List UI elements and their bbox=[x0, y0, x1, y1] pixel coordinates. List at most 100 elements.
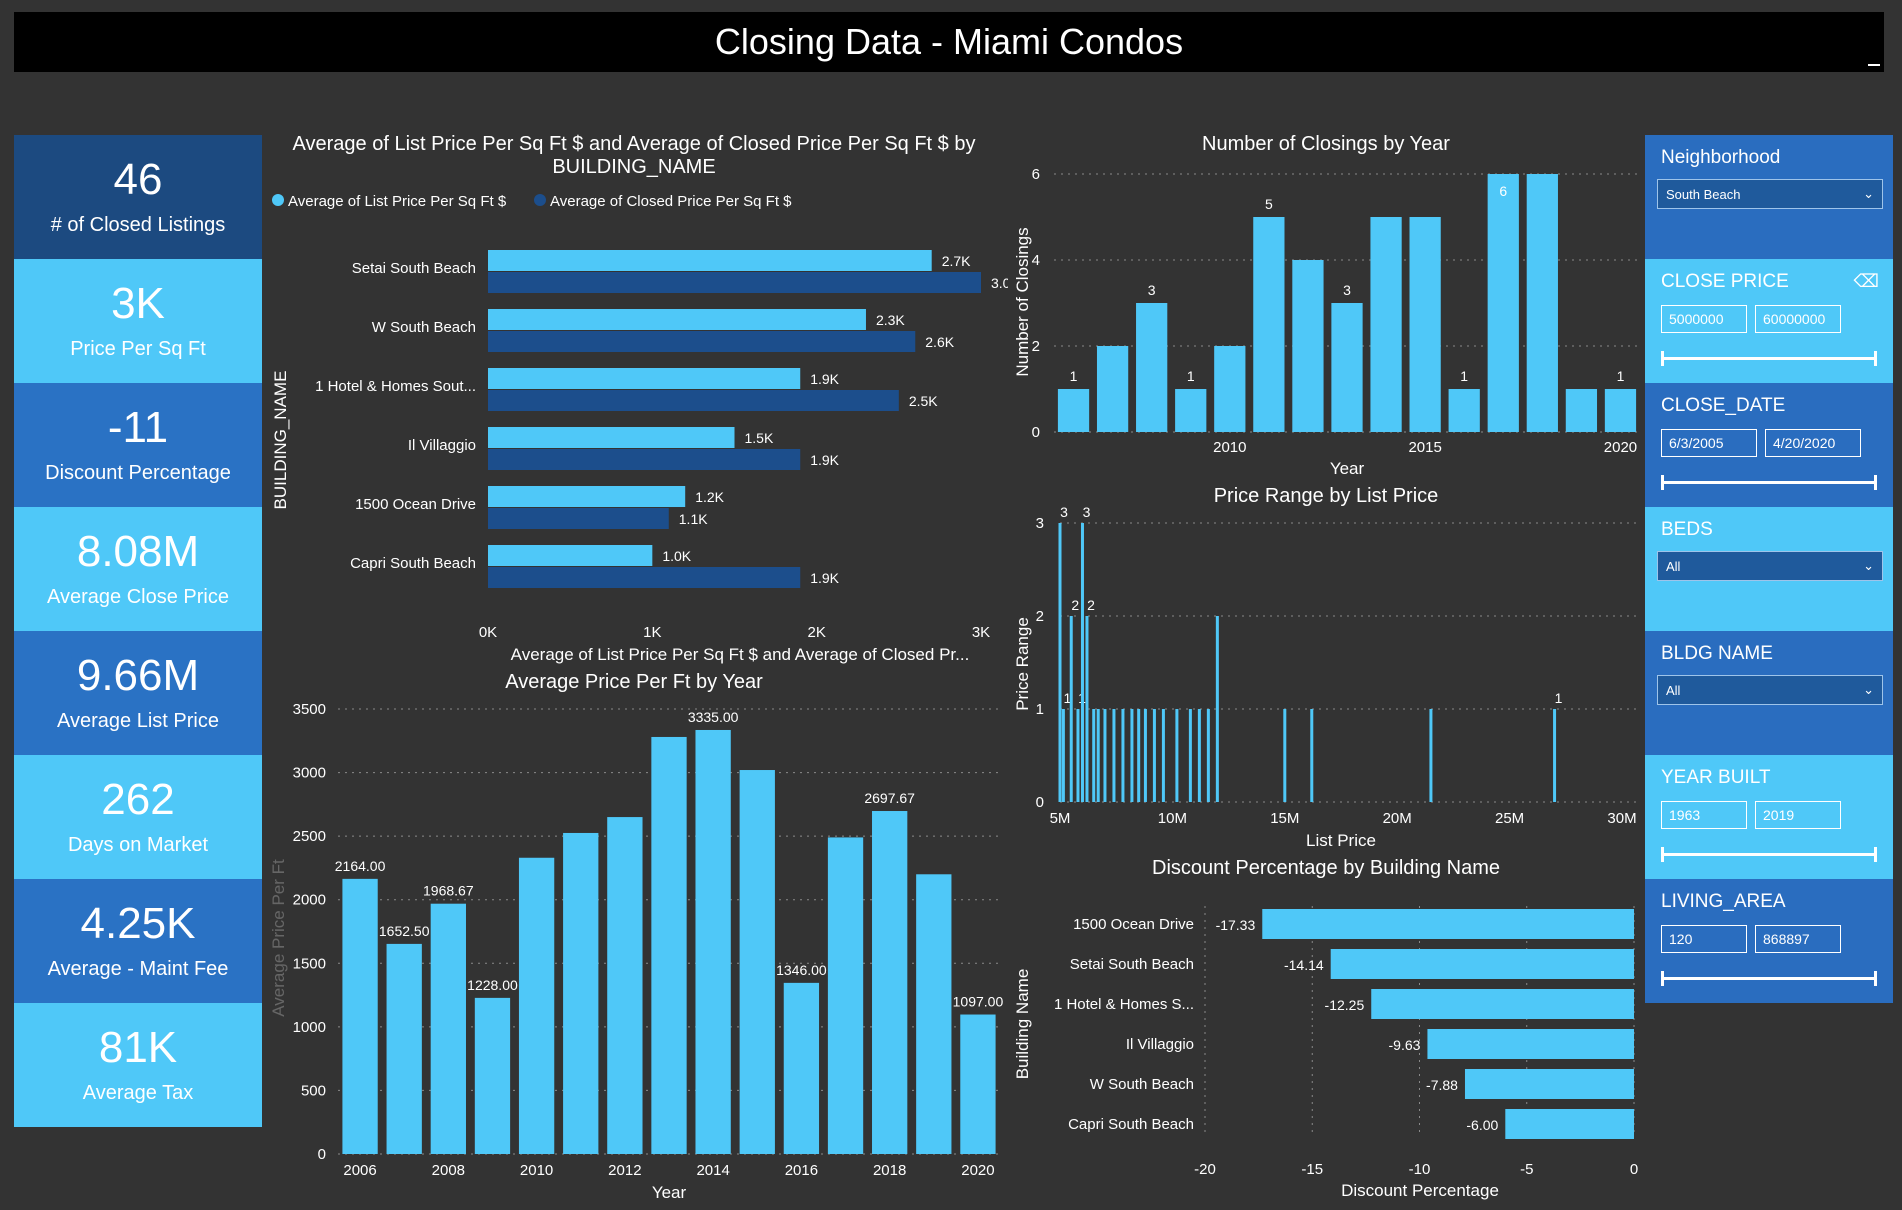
y-tick-label: 1500 bbox=[293, 955, 326, 972]
slider-handle-min[interactable] bbox=[1661, 847, 1664, 862]
neighborhood-dropdown[interactable]: South Beach ⌄ bbox=[1657, 179, 1883, 209]
category-label: Il Villaggio bbox=[1126, 1036, 1194, 1053]
price-per-ft-chart: Average Price Per Ft by Year 0 500 1000 1500… bbox=[268, 668, 1008, 1210]
kpi-value: 8.08M bbox=[76, 526, 200, 576]
bar bbox=[1096, 346, 1129, 432]
bar bbox=[739, 770, 775, 1154]
data-label: 1228.00 bbox=[467, 977, 518, 993]
bar bbox=[1103, 709, 1107, 802]
x-tick-label: 3K bbox=[972, 624, 990, 641]
category-label: Il Villaggio bbox=[408, 437, 476, 454]
close-price-max-input[interactable]: 60000000 bbox=[1755, 305, 1841, 333]
kpi-value: 262 bbox=[101, 774, 175, 824]
data-label: 2.3K bbox=[876, 312, 905, 328]
kpi-card: 262 Days on Market bbox=[14, 755, 262, 879]
bar bbox=[1152, 709, 1156, 802]
closings-chart: Number of Closings by Year 0 2 4 6 1 3 1 5 3 1 6 1 20… bbox=[1010, 130, 1642, 482]
dropdown-value: All bbox=[1666, 682, 1681, 698]
data-label: -17.33 bbox=[1216, 917, 1256, 933]
bar bbox=[1175, 709, 1179, 802]
close-price-slider[interactable] bbox=[1661, 351, 1877, 366]
x-tick-label: 20M bbox=[1383, 810, 1412, 827]
bar bbox=[1464, 1069, 1634, 1099]
close-date-start-input[interactable]: 6/3/2005 bbox=[1661, 429, 1757, 457]
close-price-min-input[interactable]: 5000000 bbox=[1661, 305, 1747, 333]
bldg-name-dropdown[interactable]: All ⌄ bbox=[1657, 675, 1883, 705]
beds-dropdown[interactable]: All ⌄ bbox=[1657, 551, 1883, 581]
data-label: 3.0K bbox=[991, 275, 1008, 291]
close-date-end-input[interactable]: 4/20/2020 bbox=[1765, 429, 1861, 457]
bar bbox=[1085, 616, 1089, 802]
slider-handle-max[interactable] bbox=[1874, 351, 1877, 366]
data-label: 2.6K bbox=[925, 334, 954, 350]
living-area-max-input[interactable]: 868897 bbox=[1755, 925, 1841, 953]
x-tick-label: 2018 bbox=[873, 1162, 906, 1179]
kpi-card: 8.08M Average Close Price bbox=[14, 507, 262, 631]
bar bbox=[1214, 346, 1246, 432]
bar bbox=[1370, 217, 1402, 432]
kpi-label: Average - Maint Fee bbox=[47, 957, 229, 980]
price-range-chart: Price Range by List Price012331213215M10… bbox=[1010, 482, 1642, 854]
data-label: 1 bbox=[1460, 368, 1468, 384]
bar bbox=[1069, 616, 1073, 802]
bar bbox=[1057, 389, 1090, 432]
x-tick-label: 25M bbox=[1495, 810, 1524, 827]
title-bar: Closing Data - Miami Condos bbox=[14, 12, 1884, 72]
bar bbox=[1283, 709, 1287, 802]
bar bbox=[651, 736, 687, 1154]
bar bbox=[1448, 389, 1480, 432]
category-label: W South Beach bbox=[1090, 1076, 1194, 1093]
slider-handle-max[interactable] bbox=[1874, 475, 1877, 490]
slider-handle-max[interactable] bbox=[1874, 971, 1877, 986]
y-tick-label: 1000 bbox=[293, 1019, 326, 1036]
bar bbox=[1061, 709, 1065, 802]
slicer-close-date: CLOSE_DATE 6/3/2005 4/20/2020 bbox=[1645, 383, 1893, 507]
bar bbox=[1604, 389, 1637, 432]
y-tick-label: 1 bbox=[1036, 701, 1044, 718]
category-label: 1 Hotel & Homes Sout... bbox=[315, 378, 476, 395]
data-label: 1.9K bbox=[810, 570, 839, 586]
x-tick-label: 0 bbox=[1630, 1161, 1638, 1178]
chart-title: BUILDING_NAME bbox=[552, 156, 715, 178]
data-label: 1 bbox=[1063, 690, 1071, 706]
data-label: 1 bbox=[1187, 368, 1195, 384]
y-axis-title: BUILDING_NAME bbox=[271, 371, 290, 510]
year-built-min-input[interactable]: 1963 bbox=[1661, 801, 1747, 829]
data-label: 2 bbox=[1071, 597, 1079, 613]
slider-handle-min[interactable] bbox=[1661, 351, 1664, 366]
slider-handle-min[interactable] bbox=[1661, 475, 1664, 490]
slicer-title: BEDS bbox=[1661, 519, 1713, 540]
y-tick-label: 0 bbox=[1032, 424, 1040, 441]
data-label: -14.14 bbox=[1284, 957, 1324, 973]
bar bbox=[695, 729, 731, 1154]
bar bbox=[1505, 1109, 1634, 1139]
data-label: 3 bbox=[1060, 504, 1068, 520]
bar bbox=[488, 250, 932, 271]
year-built-max-input[interactable]: 2019 bbox=[1755, 801, 1841, 829]
close-date-slider[interactable] bbox=[1661, 475, 1877, 490]
x-axis-title: Average of List Price Per Sq Ft $ and Av… bbox=[511, 645, 970, 664]
x-tick-label: 0K bbox=[479, 624, 497, 641]
kpi-label: Discount Percentage bbox=[45, 461, 231, 484]
living-area-slider[interactable] bbox=[1661, 971, 1877, 986]
x-tick-label: 2014 bbox=[696, 1162, 729, 1179]
year-built-slider[interactable] bbox=[1661, 847, 1877, 862]
slider-handle-min[interactable] bbox=[1661, 971, 1664, 986]
bar bbox=[1553, 709, 1557, 802]
building-price-chart: Average of List Price Per Sq Ft $ and Av… bbox=[268, 130, 1008, 670]
eraser-icon[interactable]: ⌫ bbox=[1853, 271, 1879, 291]
x-axis-title: List Price bbox=[1306, 831, 1376, 850]
chevron-down-icon: ⌄ bbox=[1863, 558, 1874, 573]
slicer-close-price: CLOSE PRICE ⌫ 5000000 60000000 bbox=[1645, 259, 1893, 383]
data-label: 3335.00 bbox=[688, 709, 739, 725]
slider-handle-max[interactable] bbox=[1874, 847, 1877, 862]
data-label: 1 bbox=[1617, 368, 1625, 384]
living-area-min-input[interactable]: 120 bbox=[1661, 925, 1747, 953]
bar bbox=[488, 449, 801, 470]
minimize-icon[interactable] bbox=[1868, 64, 1880, 66]
category-label: Setai South Beach bbox=[352, 260, 476, 277]
x-tick-label: 2015 bbox=[1408, 439, 1441, 456]
x-tick-label: 2010 bbox=[520, 1162, 553, 1179]
bar bbox=[1175, 389, 1207, 432]
bar bbox=[1253, 217, 1285, 432]
